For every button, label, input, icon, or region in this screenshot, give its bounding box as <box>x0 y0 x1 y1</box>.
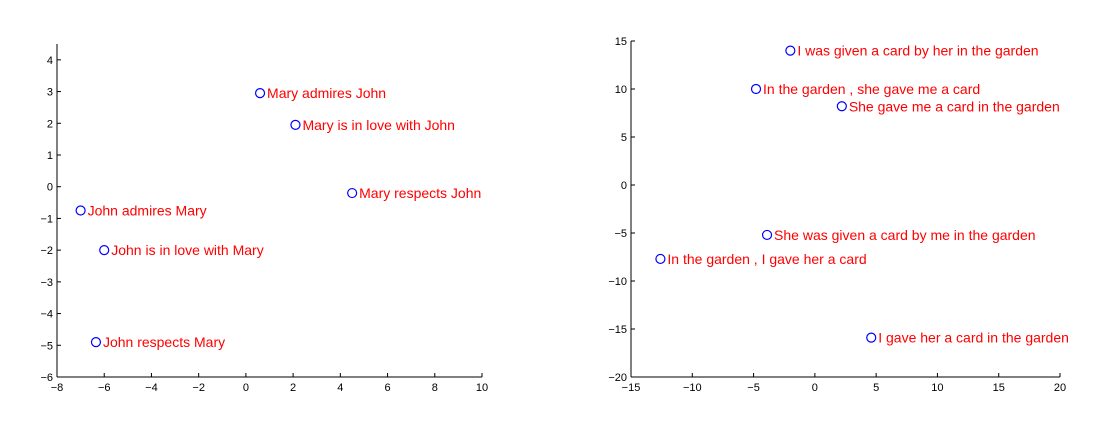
data-point <box>750 83 762 95</box>
x-tick-label: 0 <box>812 382 818 394</box>
y-tick-label: 3 <box>47 87 53 99</box>
y-tick-label: −5 <box>614 228 627 240</box>
y-tick-label: −2 <box>40 245 53 257</box>
data-label: Mary admires John <box>267 85 386 101</box>
y-tick-label: 2 <box>47 118 53 130</box>
data-label: John is in love with Mary <box>111 242 264 258</box>
x-tick-label: −15 <box>622 382 641 394</box>
x-tick-label: 10 <box>931 382 943 394</box>
data-label: I gave her a card in the garden <box>878 330 1069 346</box>
x-tick-label: −5 <box>747 382 760 394</box>
data-label: Mary is in love with John <box>302 117 455 133</box>
y-tick-label: 0 <box>621 180 627 192</box>
x-tick-label: 4 <box>337 382 343 394</box>
data-point <box>347 187 358 199</box>
data-label: John respects Mary <box>103 334 225 350</box>
y-tick-label: 10 <box>615 84 627 96</box>
data-label: In the garden , I gave her a card <box>667 251 866 267</box>
data-label: She gave me a card in the garden <box>849 98 1060 114</box>
data-label: John admires Mary <box>88 203 207 219</box>
x-tick-label: 8 <box>432 382 438 394</box>
y-tick-label: 1 <box>47 150 53 162</box>
y-tick-label: −1 <box>40 213 53 225</box>
data-point <box>866 332 877 343</box>
y-tick-label: 5 <box>621 132 627 144</box>
y-tick-label: −15 <box>608 324 627 336</box>
data-point <box>761 229 773 241</box>
y-tick-label: −4 <box>40 309 53 321</box>
data-label: She was given a card by me in the garden <box>774 227 1035 243</box>
x-tick-label: 6 <box>384 382 390 394</box>
data-point <box>836 101 847 112</box>
data-point <box>75 205 86 216</box>
y-tick-label: −5 <box>40 340 53 352</box>
data-label: I was given a card by her in the garden <box>797 43 1038 59</box>
y-tick-label: 0 <box>47 182 53 194</box>
data-point <box>99 245 110 256</box>
x-tick-label: 10 <box>476 382 488 394</box>
y-tick-label: 4 <box>47 55 53 67</box>
x-tick-label: −2 <box>192 382 205 394</box>
data-label: In the garden , she gave me a card <box>763 81 980 97</box>
x-tick-label: −10 <box>683 382 702 394</box>
y-tick-label: −20 <box>608 372 627 384</box>
x-tick-label: 15 <box>993 382 1005 394</box>
x-tick-label: −6 <box>98 382 111 394</box>
x-tick-label: −8 <box>51 382 64 394</box>
y-tick-label: 15 <box>615 36 627 48</box>
data-point <box>90 337 102 348</box>
y-tick-label: −3 <box>40 277 53 289</box>
x-tick-label: 5 <box>873 382 879 394</box>
x-tick-label: −4 <box>145 382 158 394</box>
data-point <box>254 88 266 99</box>
y-tick-label: −10 <box>608 276 627 288</box>
x-tick-label: 2 <box>290 382 296 394</box>
data-point <box>655 253 666 265</box>
x-tick-label: 20 <box>1054 382 1066 394</box>
y-tick-label: −6 <box>40 372 53 384</box>
data-label: Mary respects John <box>359 185 481 201</box>
data-point <box>290 119 301 130</box>
data-point <box>785 45 796 56</box>
x-tick-label: 0 <box>243 382 249 394</box>
